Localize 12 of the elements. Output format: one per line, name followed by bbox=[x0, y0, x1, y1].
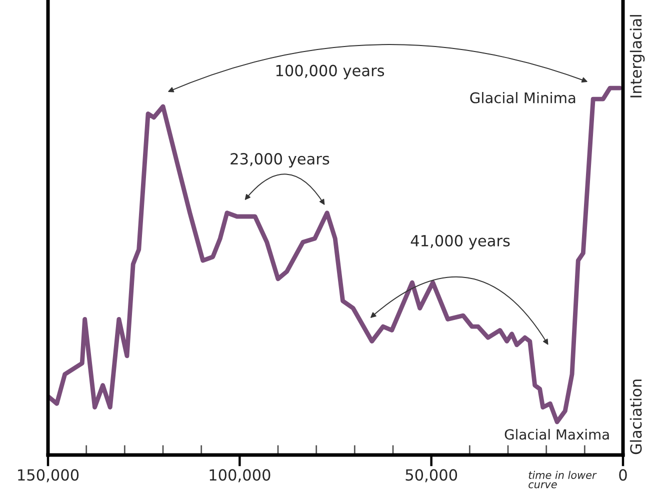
annotation: Glacial Minima bbox=[470, 92, 576, 104]
annotation: 41,000 years bbox=[410, 234, 510, 250]
x-tick-label: 50,000 bbox=[406, 469, 458, 482]
text: time in lower curve bbox=[528, 470, 597, 488]
annotation: 23,000 years bbox=[230, 153, 330, 168]
x-tick-label: 0 bbox=[619, 469, 627, 481]
x-tick-label: 150,000 bbox=[18, 469, 79, 482]
text: Glaciation bbox=[630, 380, 642, 454]
annotation: Glacial Maxima bbox=[504, 428, 609, 440]
x-tick-label: 100,000 bbox=[210, 469, 270, 482]
text: Interglacial bbox=[630, 15, 645, 98]
text: 100,000 years bbox=[276, 64, 384, 80]
